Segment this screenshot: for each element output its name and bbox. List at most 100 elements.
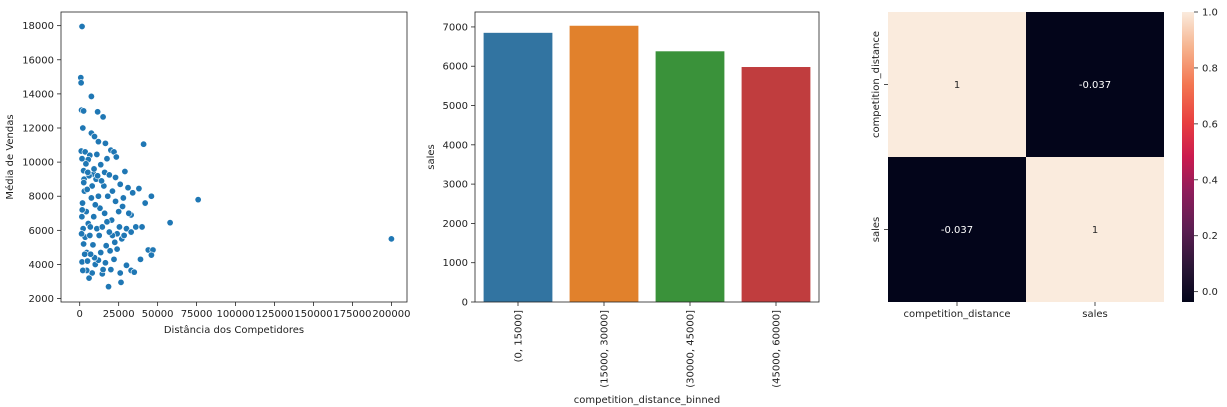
scatter-x-tick-label: 25000: [103, 309, 135, 320]
heatmap-y-label: competition_distance: [871, 31, 882, 138]
scatter-point: [94, 138, 102, 146]
scatter-point: [86, 231, 94, 239]
bar-chart: (0, 15000] (15000, 30000] (30000, 45000] (4…: [426, 11, 820, 406]
scatter-point: [91, 201, 99, 209]
scatter-y-tick-label: 10000: [22, 158, 54, 169]
bar-x-tick-label: (45000, 60000]: [772, 310, 783, 388]
bar-y-ticks: 0 1000 2000 3000 4000 5000 6000 7000: [443, 22, 475, 309]
scatter-point: [88, 182, 96, 190]
bar-x-label: competition_distance_binned: [574, 395, 720, 406]
scatter-point: [103, 155, 111, 163]
heatmap-cell: [1026, 12, 1164, 157]
scatter-point: [115, 223, 123, 231]
scatter-point: [87, 92, 95, 100]
scatter-x-tick-label: 125000: [255, 309, 293, 320]
scatter-x-tick-label: 175000: [333, 309, 371, 320]
scatter-point: [112, 197, 120, 205]
scatter-point: [86, 223, 94, 231]
scatter-point: [130, 268, 138, 276]
heatmap-cell: [888, 12, 1026, 157]
scatter-point: [89, 241, 97, 249]
scatter-point: [78, 230, 86, 238]
scatter-point: [80, 107, 88, 115]
bar: [655, 51, 725, 302]
scatter-x-ticks: 0 25000 50000 75000 100000 125000 150000 175000…: [77, 302, 411, 320]
scatter-point: [101, 209, 109, 217]
scatter-point: [87, 250, 95, 258]
scatter-x-tick-label: 50000: [142, 309, 174, 320]
heatmap-cell: [888, 157, 1026, 302]
bar-frame: [474, 11, 820, 303]
scatter-point: [111, 238, 119, 246]
scatter-point: [116, 269, 124, 277]
scatter-y-tick-label: 4000: [29, 260, 54, 271]
scatter-point: [85, 274, 93, 282]
scatter-point: [95, 231, 103, 239]
heatmap-y-label: sales: [871, 217, 882, 242]
scatter-point: [97, 249, 105, 257]
heatmap-cells: 1 -0.037 -0.037 1: [888, 12, 1164, 302]
scatter-point: [166, 219, 174, 227]
scatter-point: [117, 278, 125, 286]
scatter-point: [77, 79, 85, 87]
scatter-point: [127, 228, 135, 236]
scatter-point: [98, 223, 106, 231]
heatmap-annotation: 1: [954, 80, 960, 91]
colorbar-tick-label: 0.2: [1202, 231, 1218, 242]
scatter-point: [94, 192, 102, 200]
bar-x-tick-label: (0, 15000]: [514, 310, 525, 362]
scatter-point: [78, 206, 86, 214]
scatter-point: [79, 266, 87, 274]
scatter-y-tick-label: 18000: [22, 21, 54, 32]
colorbar-tick-label: 1.0: [1202, 8, 1218, 19]
scatter-point: [96, 204, 104, 212]
bar: [483, 32, 553, 302]
scatter-point: [113, 245, 121, 253]
scatter-point: [98, 177, 106, 185]
scatter-y-tick-label: 6000: [29, 226, 54, 237]
bar-x-tick-label: (15000, 30000]: [600, 310, 611, 388]
scatter-point: [79, 199, 87, 207]
colorbar: [1182, 12, 1194, 302]
bar-y-tick-label: 4000: [443, 140, 468, 151]
scatter-point: [91, 133, 99, 141]
scatter-y-label: Média de Vendas: [4, 114, 16, 199]
scatter-point: [141, 199, 149, 207]
bar-y-label: sales: [426, 144, 437, 169]
scatter-point: [90, 213, 98, 221]
scatter-point: [147, 251, 155, 259]
scatter-point: [119, 202, 127, 210]
scatter-point: [125, 209, 133, 217]
scatter-point: [135, 185, 143, 193]
bar-x-tick-label: (30000, 45000]: [686, 310, 697, 388]
scatter-points: [77, 22, 395, 291]
scatter-point: [84, 168, 92, 176]
scatter-x-label: Distância dos Competidores: [164, 324, 304, 336]
scatter-point: [124, 184, 132, 192]
colorbar-ticks: 0.0 0.2 0.4 0.6 0.8 1.0: [1194, 8, 1218, 298]
scatter-point: [106, 247, 114, 255]
scatter-point: [99, 113, 107, 121]
scatter-point: [147, 192, 155, 200]
scatter-point: [81, 148, 89, 156]
heatmap-labels: competition_distance salescompetition_dis…: [871, 31, 1108, 320]
scatter-point: [80, 240, 88, 248]
scatter-point: [94, 172, 102, 180]
scatter-x-tick-label: 0: [77, 309, 83, 320]
scatter-point: [83, 185, 91, 193]
scatter-point: [107, 266, 115, 274]
scatter-point: [120, 231, 128, 239]
scatter-point: [112, 173, 120, 181]
colorbar-tick-label: 0.8: [1202, 63, 1218, 74]
scatter-y-tick-label: 14000: [22, 89, 54, 100]
scatter-point: [105, 228, 113, 236]
scatter-point: [101, 259, 109, 267]
scatter-x-tick-label: 100000: [216, 309, 254, 320]
scatter-y-tick-label: 12000: [22, 124, 54, 135]
scatter-point: [108, 187, 116, 195]
scatter-point: [78, 22, 86, 30]
bar-y-tick-label: 1000: [443, 258, 468, 269]
scatter-point: [121, 168, 129, 176]
